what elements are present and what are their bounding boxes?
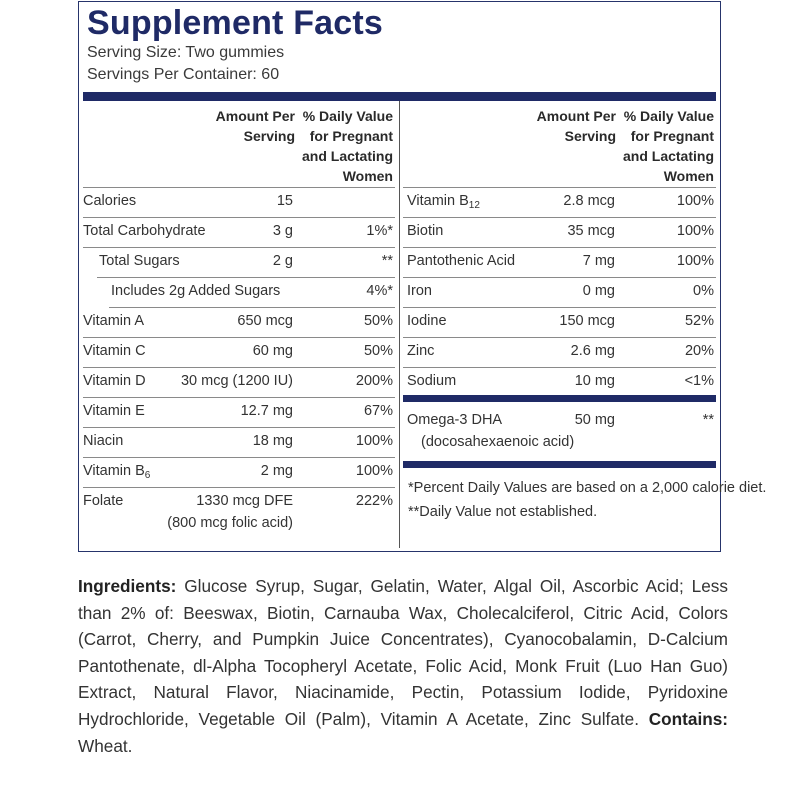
- nutrient-daily-value: 100%: [355, 463, 393, 479]
- ingredients-list: Glucose Syrup, Sugar, Gelatin, Water, Al…: [78, 576, 728, 729]
- serving-size: Serving Size: Two gummies: [87, 44, 285, 61]
- nutrient-amount: 15: [276, 193, 293, 209]
- nutrient-name: Omega-3 DHA: [407, 412, 503, 428]
- nutrient-amount: 12.7 mg: [240, 403, 293, 419]
- nutrient-amount: 10 mg: [574, 373, 615, 389]
- ingredients-statement: Ingredients: Glucose Syrup, Sugar, Gelat…: [78, 573, 728, 759]
- nutrient-amount: 7 mg: [582, 253, 615, 269]
- nutrient-daily-value: 100%: [676, 253, 714, 269]
- nutrient-daily-value: 100%: [676, 193, 714, 209]
- right-header-amount: Amount Per Serving: [536, 108, 616, 144]
- left-row-rule: [83, 397, 395, 398]
- nutrient-amount: 0 mg: [582, 283, 615, 299]
- column-divider: [399, 101, 400, 548]
- left-row-rule: [83, 427, 395, 428]
- left-row-rule: [83, 187, 395, 188]
- nutrient-daily-value: 50%: [363, 313, 393, 329]
- nutrient-name: Vitamin E: [83, 403, 145, 419]
- nutrient-name: Includes 2g Added Sugars: [111, 283, 281, 299]
- nutrient-amount: 35 mcg: [567, 223, 615, 239]
- nutrient-name: Vitamin C: [83, 343, 146, 359]
- subscript: 12: [468, 200, 480, 211]
- footnote-percent-dv: *Percent Daily Values are based on a 2,0…: [408, 480, 767, 496]
- right-row-rule: [403, 217, 716, 218]
- nutrient-amount: 2 g: [272, 253, 293, 269]
- nutrient-name: Total Carbohydrate: [83, 223, 206, 239]
- nutrient-daily-value: 20%: [684, 343, 714, 359]
- nutrient-amount: 650 mcg: [237, 313, 293, 329]
- left-row-rule: [83, 217, 395, 218]
- right-header-dv: % Daily Value for Pregnant and Lactating W…: [622, 108, 714, 184]
- omega-thick-rule: [403, 395, 716, 402]
- left-row-rule: [83, 487, 395, 488]
- right-row-rule: [403, 367, 716, 368]
- nutrient-name: Vitamin B12: [407, 193, 480, 211]
- nutrient-daily-value: 67%: [363, 403, 393, 419]
- nutrient-amount: 60 mg: [252, 343, 293, 359]
- nutrient-amount: 30 mcg (1200 IU): [180, 373, 293, 389]
- allergen-list: Wheat.: [78, 735, 133, 756]
- nutrient-daily-value: 222%: [355, 493, 393, 509]
- left-header-amount: Amount Per Serving: [215, 108, 295, 144]
- footnote-dv-not-established: **Daily Value not established.: [408, 504, 598, 520]
- nutrient-name: Biotin: [407, 223, 444, 239]
- nutrient-amount: 1330 mcg DFE: [196, 493, 293, 509]
- nutrient-amount: 50 mg: [574, 412, 615, 428]
- nutrient-daily-value: 100%: [355, 433, 393, 449]
- left-row-rule: [83, 337, 395, 338]
- nutrient-daily-value: **: [702, 412, 714, 428]
- nutrient-daily-value: <1%: [684, 373, 714, 389]
- footnote-thick-rule: [403, 461, 716, 468]
- nutrient-daily-value: 52%: [684, 313, 714, 329]
- nutrient-name-note: (docosahexaenoic acid): [421, 434, 575, 450]
- nutrient-name: Vitamin A: [83, 313, 144, 329]
- nutrient-name: Pantothenic Acid: [407, 253, 516, 269]
- nutrient-daily-value: 200%: [355, 373, 393, 389]
- supplement-facts-panel: Supplement Facts Serving Size: Two gummi…: [78, 1, 766, 552]
- nutrient-name: Vitamin D: [83, 373, 146, 389]
- nutrient-daily-value: 0%: [693, 283, 714, 299]
- panel-title: Supplement Facts: [87, 4, 384, 42]
- left-row-rule: [83, 457, 395, 458]
- left-row-rule: [97, 277, 395, 278]
- nutrient-name: Sodium: [407, 373, 457, 389]
- header-thick-rule: [83, 92, 716, 101]
- nutrient-daily-value: 50%: [363, 343, 393, 359]
- nutrient-amount: 2.8 mcg: [563, 193, 615, 209]
- right-row-rule: [403, 277, 716, 278]
- left-header-dv: % Daily Value for Pregnant and Lactating W…: [301, 108, 393, 184]
- right-row-rule: [403, 307, 716, 308]
- nutrient-amount: 18 mg: [252, 433, 293, 449]
- nutrient-name: Zinc: [407, 343, 435, 359]
- nutrient-amount: 3 g: [272, 223, 293, 239]
- left-row-rule: [83, 367, 395, 368]
- nutrient-name: Niacin: [83, 433, 124, 449]
- nutrient-name: Iodine: [407, 313, 447, 329]
- nutrient-amount-note: (800 mcg folic acid): [167, 515, 293, 531]
- servings-per-container: Servings Per Container: 60: [87, 66, 280, 83]
- nutrient-name: Vitamin B6: [83, 463, 151, 481]
- nutrient-amount: 2.6 mg: [570, 343, 615, 359]
- nutrient-name: Iron: [407, 283, 432, 299]
- right-row-rule: [403, 337, 716, 338]
- right-row-rule: [403, 187, 716, 188]
- nutrient-daily-value: **: [381, 253, 393, 269]
- subscript: 6: [144, 470, 151, 481]
- nutrient-amount: 2 mg: [260, 463, 293, 479]
- nutrient-name: Folate: [83, 493, 124, 509]
- ingredients-label: Ingredients:: [78, 576, 177, 596]
- nutrient-daily-value: 1%*: [366, 223, 393, 239]
- left-row-rule: [109, 307, 395, 308]
- left-row-rule: [83, 247, 395, 248]
- right-row-rule: [403, 247, 716, 248]
- nutrient-daily-value: 100%: [676, 223, 714, 239]
- nutrient-name: Total Sugars: [99, 253, 180, 269]
- nutrient-name: Calories: [83, 193, 137, 209]
- nutrient-daily-value: 4%*: [366, 283, 393, 299]
- contains-label: Contains:: [648, 708, 728, 729]
- nutrient-amount: 150 mcg: [559, 313, 615, 329]
